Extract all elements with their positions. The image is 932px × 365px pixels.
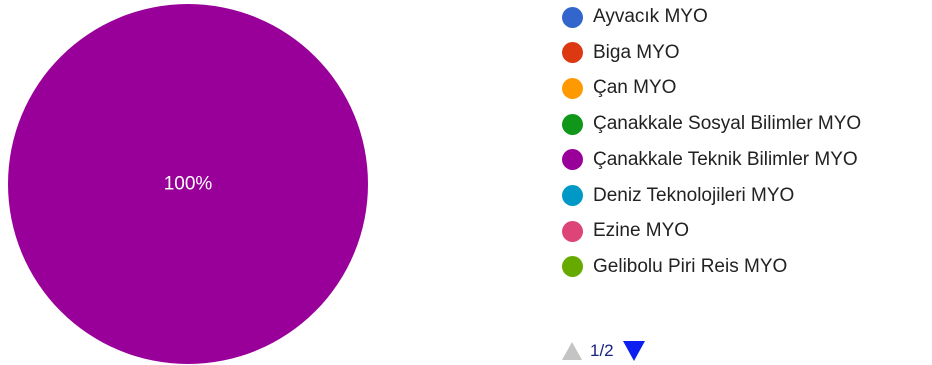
legend-item[interactable]: Çanakkale Sosyal Bilimler MYO — [562, 112, 861, 136]
pie-chart: 100% — [8, 4, 368, 364]
legend-item[interactable]: Çanakkale Teknik Bilimler MYO — [562, 148, 858, 172]
legend-item[interactable]: Gelibolu Piri Reis MYO — [562, 255, 787, 279]
legend-label: Deniz Teknolojileri MYO — [593, 184, 795, 206]
pie-slice[interactable] — [8, 4, 368, 364]
legend-swatch-icon — [562, 185, 583, 206]
slice-data-label: 100% — [164, 174, 213, 195]
next-page-icon[interactable] — [622, 341, 645, 361]
legend-label: Çanakkale Teknik Bilimler MYO — [593, 148, 858, 170]
legend-item[interactable]: Ezine MYO — [562, 219, 689, 243]
legend-label: Çanakkale Sosyal Bilimler MYO — [593, 113, 862, 135]
legend-label: Çan MYO — [593, 77, 677, 99]
legend-item[interactable]: Ayvacık MYO — [562, 5, 708, 29]
legend-swatch-icon — [562, 6, 583, 28]
legend-item[interactable]: Çan MYO — [562, 76, 676, 100]
legend-label: Ayvacık MYO — [593, 6, 708, 27]
legend-label: Gelibolu Piri Reis MYO — [593, 255, 788, 277]
legend-label: Biga MYO — [593, 41, 680, 63]
legend-swatch-icon — [562, 42, 583, 64]
legend-swatch-icon — [562, 149, 583, 171]
legend-label: Ezine MYO — [593, 220, 690, 242]
legend-pager: 1/2 — [562, 339, 645, 363]
legend-swatch-icon — [562, 220, 583, 242]
previous-page-icon — [562, 342, 582, 360]
pie-labels: 100% — [164, 174, 213, 195]
legend-swatch-icon — [562, 256, 583, 278]
legend-item[interactable]: Deniz Teknolojileri MYO — [562, 184, 794, 208]
legend-swatch-icon — [562, 113, 583, 135]
pie-slices — [8, 4, 368, 364]
legend-item[interactable]: Biga MYO — [562, 41, 680, 65]
legend-swatch-icon — [562, 77, 583, 99]
page-indicator: 1/2 — [590, 341, 614, 360]
